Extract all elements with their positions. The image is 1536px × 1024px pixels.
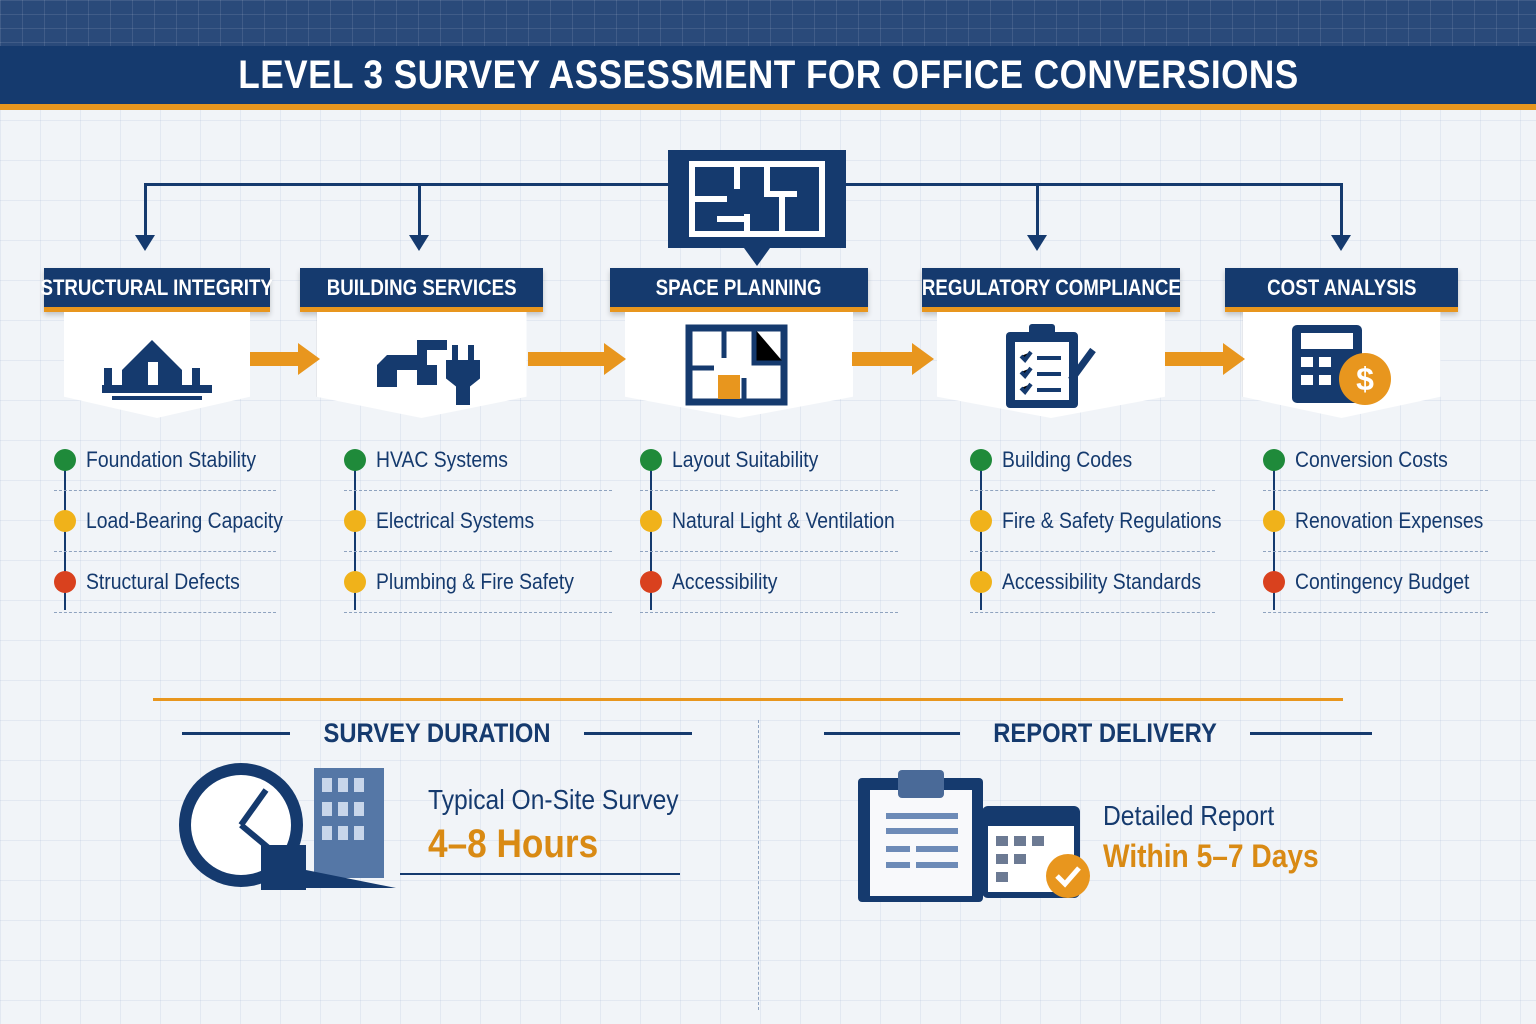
checklist-cost-analysis: Conversion Costs Renovation Expenses Conti… bbox=[1263, 430, 1488, 613]
section-divider bbox=[153, 698, 1343, 701]
underline bbox=[400, 873, 680, 875]
flow-arrow bbox=[250, 343, 320, 375]
category-label: COST ANALYSIS bbox=[1225, 268, 1458, 312]
category-structural-integrity: STRUCTURAL INTEGRITY bbox=[41, 268, 273, 418]
checklist-space-planning: Layout Suitability Natural Light & Ventil… bbox=[640, 430, 898, 613]
list-item: Structural Defects bbox=[54, 552, 276, 613]
arrow-down-icon bbox=[135, 235, 155, 251]
blueprint-banner bbox=[0, 0, 1536, 46]
list-item: Load-Bearing Capacity bbox=[54, 491, 283, 552]
connector-line bbox=[1036, 183, 1039, 235]
list-item: Foundation Stability bbox=[54, 430, 276, 491]
list-item: Building Codes bbox=[970, 430, 1215, 491]
title-bar: LEVEL 3 SURVEY ASSESSMENT FOR OFFICE CON… bbox=[0, 46, 1536, 110]
page-title: LEVEL 3 SURVEY ASSESSMENT FOR OFFICE CON… bbox=[237, 52, 1299, 97]
status-dot-yellow bbox=[970, 510, 992, 532]
status-dot-green bbox=[970, 449, 992, 471]
category-label: SPACE PLANNING bbox=[610, 268, 868, 312]
connector-line bbox=[144, 183, 147, 235]
arrow-down-icon bbox=[1027, 235, 1047, 251]
flow-arrow bbox=[1165, 343, 1245, 375]
list-item: Plumbing & Fire Safety bbox=[344, 552, 612, 613]
survey-duration-label: Typical On-Site Survey bbox=[428, 784, 679, 815]
status-dot-green bbox=[640, 449, 662, 471]
status-dot-yellow bbox=[640, 510, 662, 532]
status-dot-yellow bbox=[344, 510, 366, 532]
list-item: Electrical Systems bbox=[344, 491, 612, 552]
status-dot-yellow bbox=[1263, 510, 1285, 532]
connector-line bbox=[144, 183, 668, 186]
status-dot-green bbox=[1263, 449, 1285, 471]
status-dot-green bbox=[54, 449, 76, 471]
category-label: BUILDING SERVICES bbox=[300, 268, 543, 312]
faucet-plug-icon bbox=[316, 312, 527, 418]
connector-line bbox=[846, 183, 1343, 186]
floor-plan-icon bbox=[625, 312, 853, 418]
status-dot-green bbox=[344, 449, 366, 471]
category-label: STRUCTURAL INTEGRITY bbox=[41, 268, 273, 312]
list-item: Natural Light & Ventilation bbox=[640, 491, 898, 552]
building-foundation-icon bbox=[64, 312, 250, 418]
vertical-divider bbox=[758, 720, 759, 1010]
connector-line bbox=[418, 183, 421, 235]
clipboard-checklist-icon bbox=[937, 312, 1165, 418]
category-label: REGULATORY COMPLIANCE bbox=[921, 268, 1181, 312]
survey-duration-heading: SURVEY DURATION bbox=[182, 718, 693, 749]
clipboard-calendar-check-icon bbox=[858, 770, 1090, 902]
calculator-dollar-icon: $ bbox=[1242, 312, 1441, 418]
flow-arrow bbox=[852, 343, 934, 375]
floor-plan-icon bbox=[668, 150, 846, 266]
status-dot-yellow bbox=[54, 510, 76, 532]
status-dot-yellow bbox=[344, 571, 366, 593]
list-item: Fire & Safety Regulations bbox=[970, 491, 1222, 552]
arrow-down-icon bbox=[1331, 235, 1351, 251]
svg-text:$: $ bbox=[1356, 361, 1374, 397]
status-dot-red bbox=[640, 571, 662, 593]
report-delivery-label: Detailed Report bbox=[1103, 800, 1275, 831]
category-space-planning: SPACE PLANNING bbox=[610, 268, 868, 418]
list-item: Layout Suitability bbox=[640, 430, 898, 491]
checklist-structural-integrity: Foundation Stability Load-Bearing Capacit… bbox=[54, 430, 283, 613]
clock-building-icon bbox=[179, 763, 396, 890]
checklist-regulatory-compliance: Building Codes Fire & Safety Regulations A… bbox=[970, 430, 1222, 613]
status-dot-red bbox=[54, 571, 76, 593]
category-cost-analysis: COST ANALYSIS $ bbox=[1225, 268, 1458, 418]
category-building-services: BUILDING SERVICES bbox=[300, 268, 543, 418]
list-item: Accessibility bbox=[640, 552, 898, 613]
arrow-down-icon bbox=[409, 235, 429, 251]
flow-arrow bbox=[528, 343, 626, 375]
list-item: HVAC Systems bbox=[344, 430, 612, 491]
list-item: Accessibility Standards bbox=[970, 552, 1215, 613]
list-item: Renovation Expenses bbox=[1263, 491, 1488, 552]
connector-line bbox=[1340, 183, 1343, 235]
list-item: Conversion Costs bbox=[1263, 430, 1488, 491]
status-dot-yellow bbox=[970, 571, 992, 593]
checklist-building-services: HVAC Systems Electrical Systems Plumbing &… bbox=[344, 430, 612, 613]
category-regulatory-compliance: REGULATORY COMPLIANCE bbox=[921, 268, 1181, 418]
status-dot-red bbox=[1263, 571, 1285, 593]
report-delivery-value: Within 5–7 Days bbox=[1103, 838, 1319, 874]
list-item: Contingency Budget bbox=[1263, 552, 1488, 613]
report-delivery-heading: REPORT DELIVERY bbox=[824, 718, 1373, 749]
survey-duration-value: 4–8 Hours bbox=[428, 822, 599, 866]
